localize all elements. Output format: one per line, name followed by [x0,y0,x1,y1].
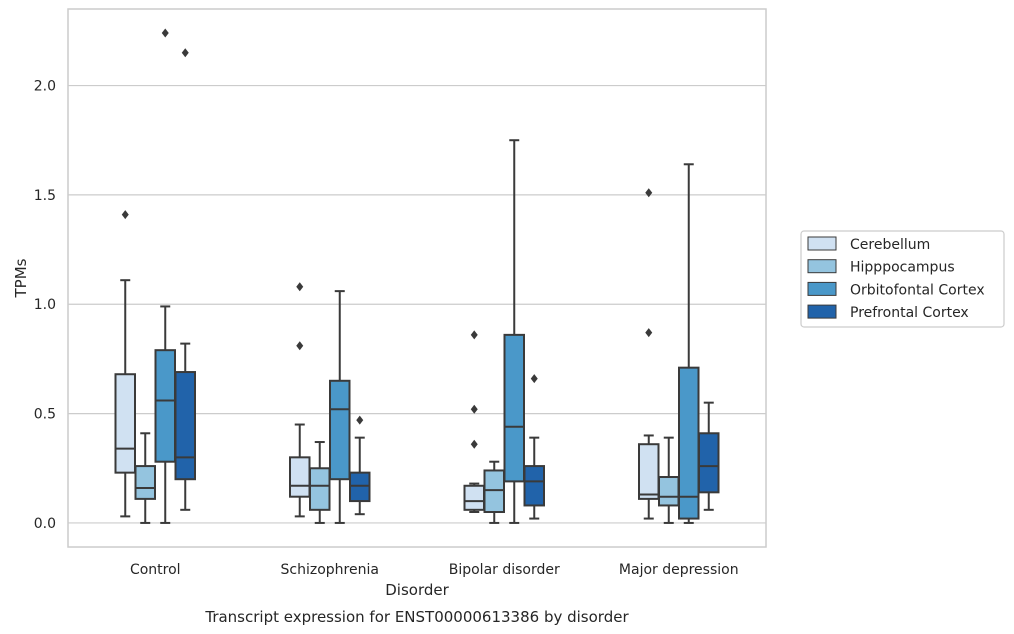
x-axis-label: Disorder [385,581,449,599]
y-axis-label: TPMs [12,258,30,298]
box-prefrontal-cortex [349,415,371,516]
iqr-box [638,443,660,500]
iqr-box [289,456,311,498]
box-prefrontal-cortex [174,48,196,511]
outlier-point [470,404,478,414]
iqr-box [174,371,196,481]
legend-swatch [807,236,837,251]
iqr-box [114,373,136,474]
outlier-point [161,28,169,38]
box-orbitofontal-cortex [503,139,525,524]
legend: Cerebellum Hipppocampus Orbitofontal Corte… [800,230,1005,328]
legend-swatch [807,259,837,274]
plot-frame [67,8,767,548]
box-hipppocampus [309,441,331,524]
iqr-box [523,465,545,507]
outlier-point [296,282,304,292]
box-orbitofontal-cortex [154,28,176,524]
iqr-box [134,465,156,500]
outlier-point [181,48,189,58]
x-tick-label: Schizophrenia [281,562,379,578]
iqr-box [658,476,680,507]
x-tick-label: Bipolar disorder [449,562,560,578]
iqr-box [349,471,371,503]
legend-label: Cerebellum [850,237,930,253]
box-hipppocampus [658,436,680,524]
y-tick-label: 0.5 [34,407,56,423]
iqr-box [329,379,351,481]
outlier-point [121,210,129,220]
y-tick-label: 2.0 [34,79,56,95]
box-hipppocampus [483,460,505,524]
outlier-point [530,374,538,384]
box-cerebellum [289,282,311,518]
iqr-box [154,349,176,463]
box-hipppocampus [134,432,156,524]
box-cerebellum [638,188,660,520]
legend-swatch [807,304,837,319]
legend-label: Prefrontal Cortex [850,305,969,321]
box-orbitofontal-cortex [678,163,700,524]
box-prefrontal-cortex [698,401,720,511]
y-tick-labels: 0.0 0.5 1.0 1.5 2.0 [34,79,56,532]
legend-label: Orbitofontal Cortex [850,282,985,298]
chart-title: Transcript expression for ENST0000061338… [204,608,629,626]
box-cerebellum [114,210,136,518]
iqr-box [309,467,331,511]
y-tick-label: 1.5 [34,188,56,204]
outlier-point [296,341,304,351]
x-tick-label: Major depression [619,562,739,578]
outlier-point [645,328,653,338]
iqr-box [463,484,485,511]
legend-label: Hipppocampus [850,260,955,276]
legend-frame [800,230,1005,328]
iqr-box [503,333,525,483]
y-tick-label: 0.0 [34,516,56,532]
box-prefrontal-cortex [523,374,545,520]
box-series-layer [114,28,720,524]
outlier-point [645,188,653,198]
legend-swatch [807,281,837,296]
x-tick-label: Control [130,562,181,578]
iqr-box [698,432,720,494]
box-cerebellum [463,330,485,514]
box-orbitofontal-cortex [329,290,351,524]
iqr-box [483,469,505,514]
outlier-point [470,439,478,449]
outlier-point [356,415,364,425]
x-tick-labels: Control Schizophrenia Bipolar disorder Majo… [130,562,739,578]
y-tick-label: 1.0 [34,297,56,313]
outlier-point [470,330,478,340]
